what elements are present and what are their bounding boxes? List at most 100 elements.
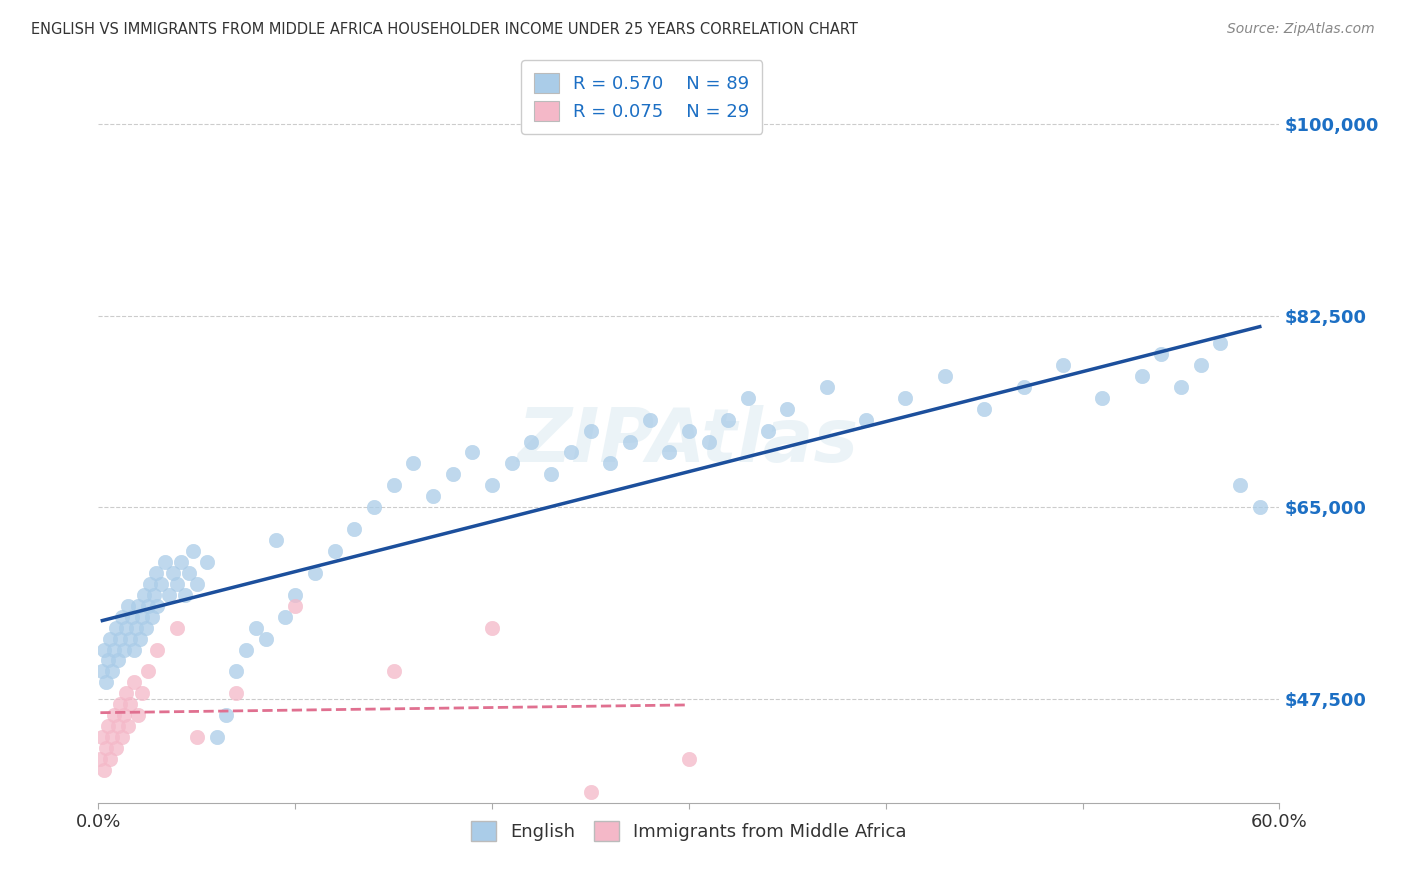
Point — [132, 588, 155, 602]
Point — [115, 621, 138, 635]
Point — [97, 653, 120, 667]
Point — [146, 642, 169, 657]
Point — [89, 752, 111, 766]
Point — [107, 719, 129, 733]
Point — [579, 785, 602, 799]
Point — [540, 467, 562, 482]
Point — [756, 424, 779, 438]
Point — [973, 401, 995, 416]
Point — [162, 566, 184, 580]
Point — [1209, 336, 1232, 351]
Point — [125, 621, 148, 635]
Point — [107, 653, 129, 667]
Point — [894, 391, 917, 405]
Point — [1189, 358, 1212, 372]
Point — [93, 763, 115, 777]
Point — [174, 588, 197, 602]
Point — [103, 642, 125, 657]
Point — [1091, 391, 1114, 405]
Point — [150, 577, 173, 591]
Point — [284, 588, 307, 602]
Point — [96, 741, 118, 756]
Point — [717, 412, 740, 426]
Point — [658, 445, 681, 459]
Point — [166, 621, 188, 635]
Point — [111, 730, 134, 744]
Point — [103, 708, 125, 723]
Point — [112, 642, 135, 657]
Point — [186, 577, 208, 591]
Text: Source: ZipAtlas.com: Source: ZipAtlas.com — [1227, 22, 1375, 37]
Point — [105, 621, 128, 635]
Point — [343, 522, 366, 536]
Point — [855, 412, 877, 426]
Point — [166, 577, 188, 591]
Point — [127, 708, 149, 723]
Point — [520, 434, 543, 449]
Point — [97, 719, 120, 733]
Point — [363, 500, 385, 515]
Point — [157, 588, 180, 602]
Point — [1130, 368, 1153, 383]
Point — [122, 675, 145, 690]
Point — [422, 489, 444, 503]
Point — [815, 380, 838, 394]
Point — [697, 434, 720, 449]
Point — [1150, 347, 1173, 361]
Point — [121, 609, 143, 624]
Point — [737, 391, 759, 405]
Point — [254, 632, 277, 646]
Point — [177, 566, 200, 580]
Point — [122, 642, 145, 657]
Point — [98, 752, 121, 766]
Point — [91, 665, 114, 679]
Point — [115, 686, 138, 700]
Point — [136, 665, 159, 679]
Point — [131, 609, 153, 624]
Point — [560, 445, 582, 459]
Point — [146, 599, 169, 613]
Point — [934, 368, 956, 383]
Point — [1012, 380, 1035, 394]
Point — [274, 609, 297, 624]
Point — [186, 730, 208, 744]
Point — [323, 544, 346, 558]
Point — [112, 708, 135, 723]
Point — [101, 730, 124, 744]
Point — [136, 599, 159, 613]
Point — [481, 478, 503, 492]
Point — [1249, 500, 1271, 515]
Point — [108, 698, 131, 712]
Point — [215, 708, 238, 723]
Point — [118, 698, 141, 712]
Point — [135, 621, 157, 635]
Point — [111, 609, 134, 624]
Point — [776, 401, 799, 416]
Point — [145, 566, 167, 580]
Point — [118, 632, 141, 646]
Point — [245, 621, 267, 635]
Point — [141, 609, 163, 624]
Point — [501, 457, 523, 471]
Point — [127, 599, 149, 613]
Point — [441, 467, 464, 482]
Point — [402, 457, 425, 471]
Point — [461, 445, 484, 459]
Point — [195, 555, 218, 569]
Point — [205, 730, 228, 744]
Point — [382, 478, 405, 492]
Point — [108, 632, 131, 646]
Text: ZIPAtlas: ZIPAtlas — [519, 405, 859, 478]
Point — [638, 412, 661, 426]
Point — [117, 719, 139, 733]
Point — [1170, 380, 1192, 394]
Point — [481, 621, 503, 635]
Point — [117, 599, 139, 613]
Point — [98, 632, 121, 646]
Point — [225, 686, 247, 700]
Point — [678, 424, 700, 438]
Point — [225, 665, 247, 679]
Point — [264, 533, 287, 547]
Point — [91, 730, 114, 744]
Text: ENGLISH VS IMMIGRANTS FROM MIDDLE AFRICA HOUSEHOLDER INCOME UNDER 25 YEARS CORRE: ENGLISH VS IMMIGRANTS FROM MIDDLE AFRICA… — [31, 22, 858, 37]
